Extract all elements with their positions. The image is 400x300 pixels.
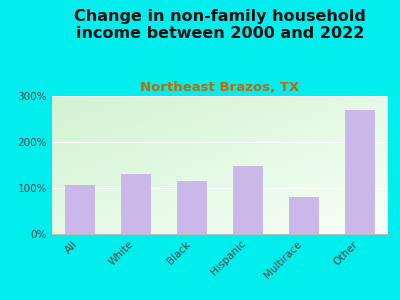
Bar [121,174,151,234]
Bar [233,166,264,234]
Bar [289,197,320,234]
Bar [177,181,208,234]
Bar [64,185,96,234]
Bar [344,110,375,234]
Text: Northeast Brazos, TX: Northeast Brazos, TX [140,81,300,94]
Text: Change in non-family household
income between 2000 and 2022: Change in non-family household income be… [74,9,366,41]
